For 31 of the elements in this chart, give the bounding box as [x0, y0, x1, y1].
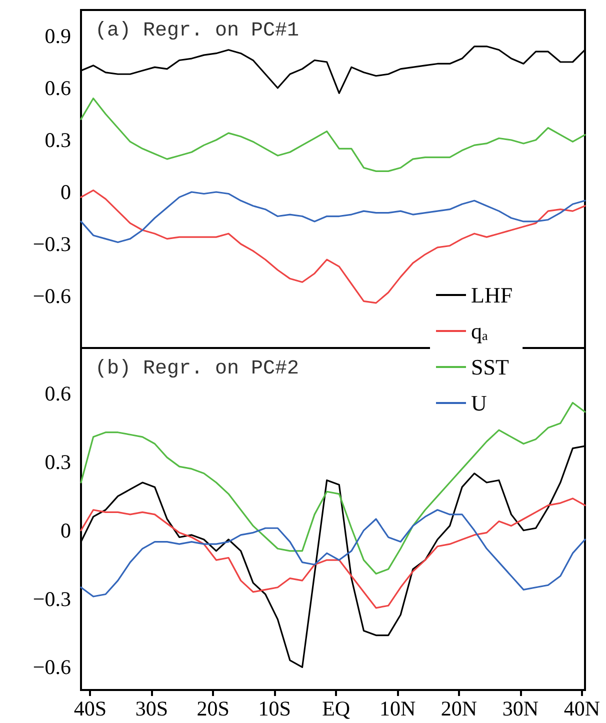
- y-tick-label: 0.6: [44, 76, 71, 100]
- line-series: [80, 98, 586, 172]
- text: (b) Regr. on PC#2: [95, 358, 300, 380]
- legend-label: U: [471, 390, 487, 416]
- line-series: [80, 498, 586, 609]
- y-tick-label: −0.3: [32, 586, 71, 611]
- y-tick-label: 0.9: [44, 24, 71, 48]
- y-tick-label: 0.6: [44, 382, 71, 406]
- x-tick-label: 20S: [196, 696, 230, 720]
- x-tick-label: 10N: [379, 696, 416, 720]
- x-tick-label: 40N: [564, 696, 600, 720]
- y-tick-label: −0.6: [32, 655, 71, 680]
- x-tick-label: 30S: [135, 696, 168, 720]
- legend-label: LHF: [471, 282, 513, 308]
- legend-label: qa: [471, 318, 488, 344]
- x-tick-label: 20N: [440, 696, 478, 720]
- y-tick-label: 0.3: [44, 128, 71, 152]
- x-tick-label: 10S: [258, 696, 291, 720]
- y-tick-label: −0.6: [32, 284, 71, 308]
- line-series: [80, 189, 586, 304]
- y-tick-label: 0: [60, 180, 71, 204]
- y-tick-label: −0.3: [32, 232, 71, 256]
- y-tick-label: 0: [60, 518, 71, 542]
- x-tick-label: EQ: [322, 696, 350, 720]
- line-series: [80, 509, 586, 598]
- line-series: [80, 191, 586, 244]
- x-tick-label: 30N: [502, 696, 539, 720]
- legend-label: SST: [471, 354, 510, 380]
- text: (a) Regr. on PC#1: [95, 20, 300, 42]
- x-tick-label: 40S: [74, 696, 107, 720]
- y-tick-label: 0.3: [44, 450, 71, 474]
